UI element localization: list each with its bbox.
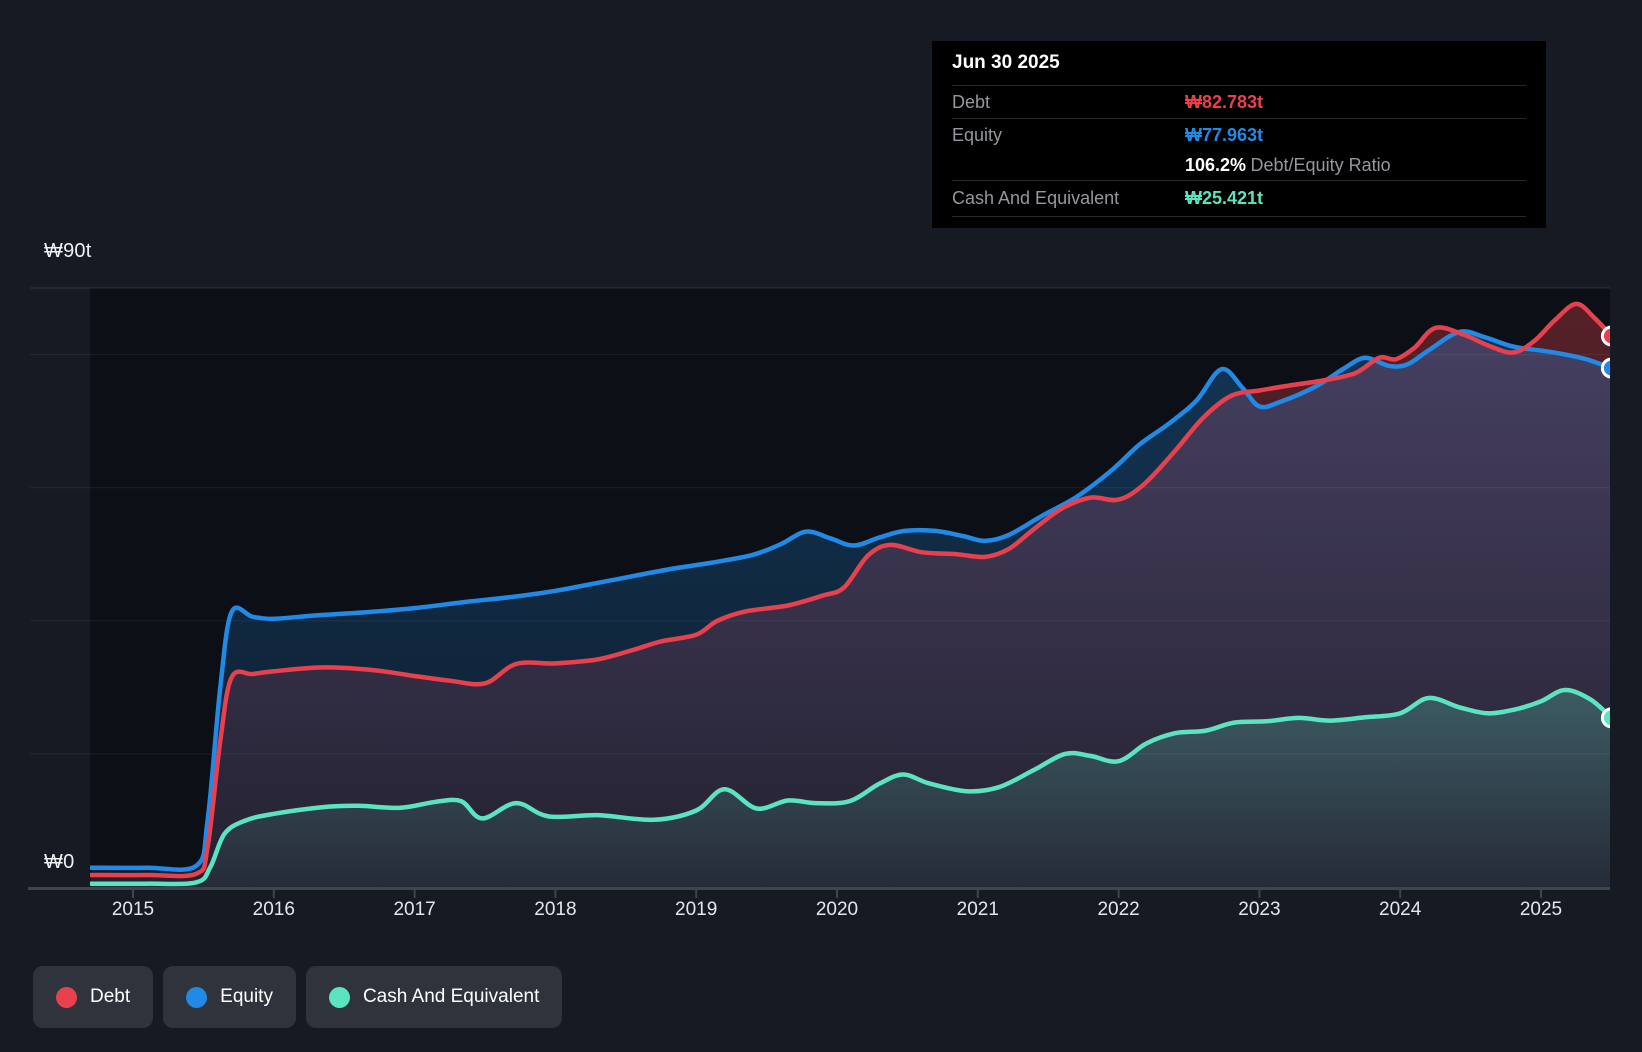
x-axis-label-2016: 2016 (253, 899, 295, 921)
tooltip-panel: Jun 30 2025 Debt ₩82.783t Equity ₩77.963… (932, 41, 1546, 228)
tooltip-debt-label: Debt (952, 92, 1185, 113)
tooltip-ratio-value: 106.2% (1185, 155, 1246, 175)
tooltip-ratio: 106.2% Debt/Equity Ratio (1185, 155, 1391, 176)
legend-label: Cash And Equivalent (363, 986, 539, 1008)
legend-dot-equity (186, 987, 207, 1008)
x-axis-label-2023: 2023 (1238, 899, 1280, 921)
end-marker-equity[interactable] (1602, 359, 1620, 377)
tooltip-bottom-rule (952, 216, 1526, 231)
debt-equity-history-chart[interactable]: ₩90t ₩0 2015 2016 2017 2018 2019 2020 2021 2022… (0, 0, 1642, 1052)
tooltip-debt-value: ₩82.783t (1185, 92, 1263, 113)
tooltip-row-cash: Cash And Equivalent ₩25.421t (952, 180, 1526, 216)
y-axis-label-90t: ₩90t (44, 240, 91, 263)
x-axis-label-2022: 2022 (1097, 899, 1139, 921)
tooltip-row-equity: Equity ₩77.963t (952, 118, 1526, 151)
legend-item-cash-and-equivalent[interactable]: Cash And Equivalent (306, 966, 562, 1028)
tooltip-cash-value: ₩25.421t (1185, 188, 1263, 209)
y-axis-label-0: ₩0 (44, 851, 74, 874)
tooltip-equity-label: Equity (952, 125, 1185, 146)
legend-dot-debt (56, 987, 77, 1008)
legend-label: Debt (90, 986, 130, 1008)
x-axis-label-2017: 2017 (393, 899, 435, 921)
x-axis-label-2024: 2024 (1379, 899, 1421, 921)
tooltip-date: Jun 30 2025 (952, 41, 1526, 85)
legend-item-equity[interactable]: Equity (163, 966, 296, 1028)
legend: Debt Equity Cash And Equivalent (33, 966, 562, 1028)
tooltip-cash-label: Cash And Equivalent (952, 188, 1185, 209)
x-axis-label-2025: 2025 (1520, 899, 1562, 921)
legend-label: Equity (220, 986, 273, 1008)
legend-item-debt[interactable]: Debt (33, 966, 153, 1028)
tooltip-row-debt: Debt ₩82.783t (952, 85, 1526, 118)
x-axis-label-2018: 2018 (534, 899, 576, 921)
tooltip-row-ratio: 106.2% Debt/Equity Ratio (952, 151, 1526, 180)
x-axis-label-2015: 2015 (112, 899, 154, 921)
legend-dot-cash-and-equivalent (329, 987, 350, 1008)
x-axis-label-2020: 2020 (816, 899, 858, 921)
tooltip-equity-value: ₩77.963t (1185, 125, 1263, 146)
x-axis-label-2019: 2019 (675, 899, 717, 921)
end-marker-cash-and-equivalent[interactable] (1602, 709, 1620, 727)
tooltip-ratio-label: Debt/Equity Ratio (1251, 155, 1391, 175)
x-axis-label-2021: 2021 (957, 899, 999, 921)
end-marker-debt[interactable] (1602, 327, 1620, 345)
